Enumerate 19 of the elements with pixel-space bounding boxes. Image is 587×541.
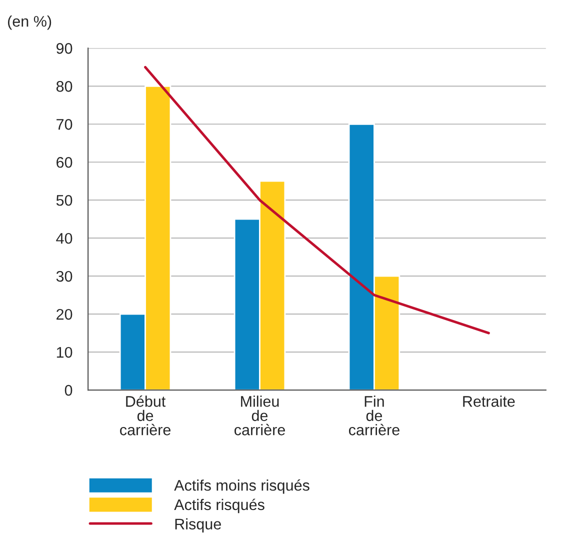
- y-tick-label: 20: [56, 308, 72, 320]
- x-tick-label: Milieu de carrière: [234, 396, 285, 436]
- y-tick-label: 80: [56, 81, 72, 92]
- y-tick-label: 50: [56, 194, 72, 206]
- y-tick-label: 70: [56, 118, 72, 130]
- y-axis-title: (en %): [8, 16, 52, 30]
- y-tick-label: 10: [56, 346, 72, 358]
- legend-label: Actifs moins risqués: [174, 479, 310, 494]
- x-tick-label: Fin de carrière: [348, 396, 400, 436]
- x-tick-label: Début de carrière: [120, 395, 170, 436]
- y-tick-label: 40: [56, 232, 72, 244]
- legend-label: Risque: [175, 518, 221, 533]
- y-tick-label: 60: [56, 156, 72, 168]
- y-tick-label: 90: [56, 43, 72, 54]
- x-tick-label: Retraite: [463, 396, 515, 407]
- y-tick-label: 0: [64, 384, 72, 396]
- y-tick-label: 30: [56, 270, 72, 282]
- legend-label: Actifs risqués: [174, 498, 264, 514]
- line-series: [144, 66, 490, 334]
